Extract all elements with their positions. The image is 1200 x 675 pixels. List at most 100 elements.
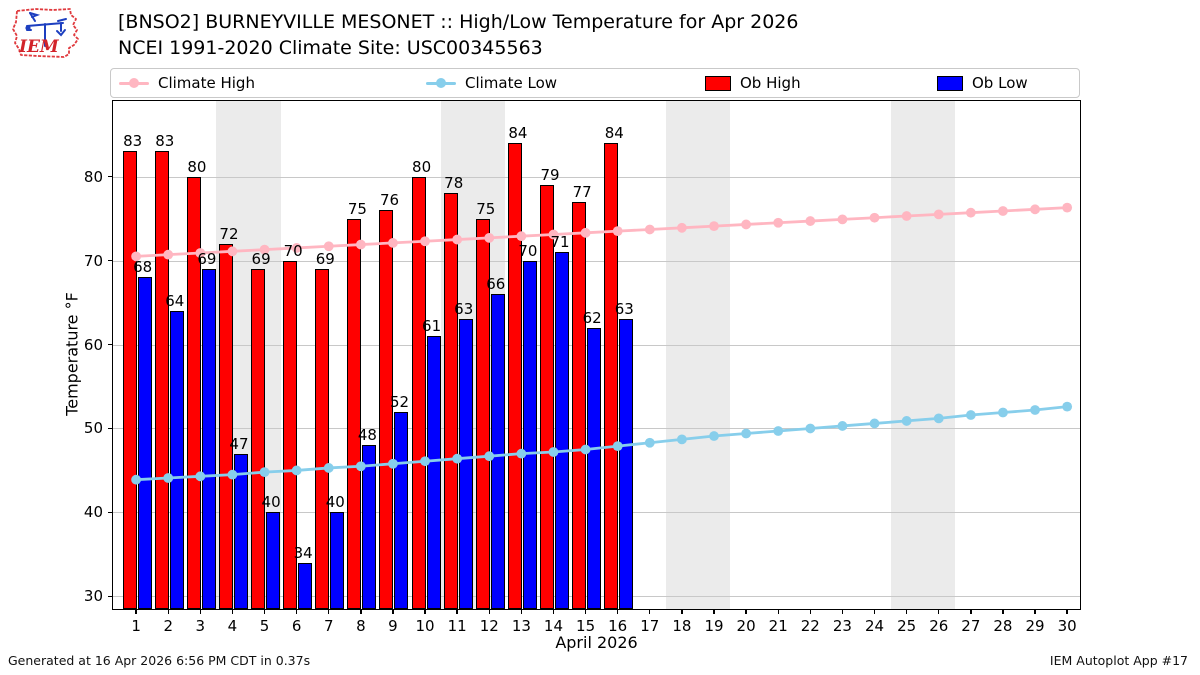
- anemometer-cup: [25, 25, 31, 31]
- ob-low-value-label: 64: [165, 291, 185, 310]
- climate-high-marker: [323, 241, 334, 252]
- climate-low-marker: [195, 471, 206, 482]
- climate-low-marker: [291, 465, 302, 476]
- legend-label: Ob High: [740, 74, 801, 92]
- climate-high-marker: [709, 221, 719, 232]
- y-gridline: [113, 260, 1080, 262]
- ob-low-bar: [587, 327, 602, 609]
- y-tick-label: 30: [83, 587, 103, 606]
- legend-item-climate-low: Climate Low: [426, 69, 557, 97]
- climate-low-line-marker: [426, 78, 456, 88]
- climate-high-marker: [420, 236, 430, 247]
- x-tick-label: 10: [415, 617, 435, 635]
- x-tick-mark: [135, 610, 137, 614]
- x-tick-label: 28: [993, 617, 1013, 635]
- ob-high-bar: [411, 176, 426, 609]
- weather-station-glyph: [26, 12, 67, 47]
- plot-area: 30 40 50 60 70 80 1 2 3 4 5 6 7 8 9 10 11 12 13 14 15 16 17 18 1…: [84, 100, 1081, 635]
- climate-high-marker: [580, 227, 591, 238]
- ob-low-bar: [137, 277, 152, 609]
- ob-low-value-label: 62: [582, 308, 602, 327]
- climate-low-marker: [998, 407, 1008, 418]
- ob-high-value-label: 75: [476, 199, 496, 218]
- x-tick-mark: [809, 610, 811, 614]
- x-tick-mark: [199, 610, 202, 614]
- climate-high-marker: [163, 249, 174, 260]
- ob-low-value-label: 61: [422, 317, 442, 336]
- climate-high-line-marker: [119, 78, 149, 88]
- x-tick-label: 27: [961, 617, 981, 635]
- climate-high-marker: [1030, 204, 1040, 215]
- climate-low-marker: [131, 474, 142, 485]
- x-tick-label: 11: [447, 617, 467, 635]
- x-tick-mark: [616, 610, 619, 614]
- climate-high-marker: [291, 243, 302, 253]
- x-tick-mark: [777, 610, 779, 614]
- y-tick-mark: [108, 175, 112, 178]
- climate-high-marker: [548, 229, 559, 240]
- y-tick-label: 60: [83, 335, 103, 354]
- x-tick-label: 23: [832, 617, 852, 635]
- climate-high-marker: [837, 214, 848, 225]
- ob-low-value-label: 66: [486, 275, 506, 294]
- ob-high-bar: [347, 218, 362, 609]
- ob-high-bar: [572, 201, 587, 609]
- ob-low-bar: [233, 453, 248, 609]
- ob-high-bar: [218, 243, 233, 609]
- y-tick-label: 40: [83, 503, 103, 522]
- y-tick-label: 70: [83, 251, 103, 270]
- x-tick-mark: [392, 610, 394, 614]
- legend-item-ob-low: Ob Low: [937, 69, 1028, 97]
- legend-item-climate-high: Climate High: [119, 69, 255, 97]
- climate-low-line: [136, 405, 1068, 482]
- ob-low-bar: [298, 562, 313, 609]
- climate-high-marker: [131, 251, 142, 262]
- climate-low-marker: [580, 444, 591, 455]
- x-tick-mark: [745, 610, 747, 614]
- climate-high-marker: [805, 216, 816, 226]
- y-tick-mark: [108, 259, 112, 262]
- x-tick-label: 9: [388, 617, 398, 635]
- ob-high-value-label: 80: [187, 157, 207, 176]
- x-tick-mark: [873, 610, 876, 614]
- x-tick-label: 29: [1025, 617, 1045, 635]
- x-tick-label: 16: [608, 617, 628, 635]
- ob-low-bar: [266, 512, 281, 609]
- ob-high-swatch: [705, 75, 731, 91]
- chart-title: [BNSO2] BURNEYVILLE MESONET :: High/Low …: [118, 11, 799, 33]
- x-tick-label: 17: [640, 617, 660, 635]
- climate-high-marker: [355, 239, 366, 250]
- ob-high-bar: [154, 151, 169, 609]
- climate-high-line: [136, 206, 1068, 258]
- x-tick-mark: [328, 610, 330, 614]
- climate-low-marker: [773, 426, 784, 436]
- ob-low-value-label: 68: [133, 258, 153, 277]
- ob-high-value-label: 84: [604, 123, 624, 142]
- ob-low-bar: [394, 411, 409, 609]
- climate-high-marker: [612, 226, 623, 237]
- x-tick-label: 24: [864, 617, 885, 635]
- ob-high-bar: [122, 151, 137, 609]
- y-tick-label: 50: [83, 419, 103, 438]
- ob-high-bar: [283, 260, 298, 609]
- climate-low-marker: [901, 416, 912, 426]
- x-axis-label: April 2026: [555, 633, 638, 652]
- x-tick-mark: [1066, 610, 1068, 614]
- ob-low-bar: [169, 310, 184, 609]
- ob-high-value-label: 78: [444, 174, 464, 193]
- y-tick-mark: [108, 511, 112, 514]
- x-tick-label: 14: [543, 617, 564, 635]
- climate-high-marker: [1062, 202, 1073, 213]
- climate-high-marker: [676, 222, 687, 233]
- climate-low-marker: [163, 473, 174, 483]
- ob-low-value-label: 40: [325, 493, 345, 512]
- ob-low-bar: [201, 268, 216, 609]
- legend-label: Ob Low: [972, 74, 1028, 92]
- x-tick-mark: [970, 610, 972, 614]
- climate-low-marker: [965, 410, 976, 420]
- x-tick-label: 30: [1057, 617, 1077, 635]
- climate-high-marker: [741, 219, 752, 230]
- ob-low-value-label: 47: [229, 434, 249, 453]
- chart-subtitle: NCEI 1991-2020 Climate Site: USC00345563: [118, 37, 543, 59]
